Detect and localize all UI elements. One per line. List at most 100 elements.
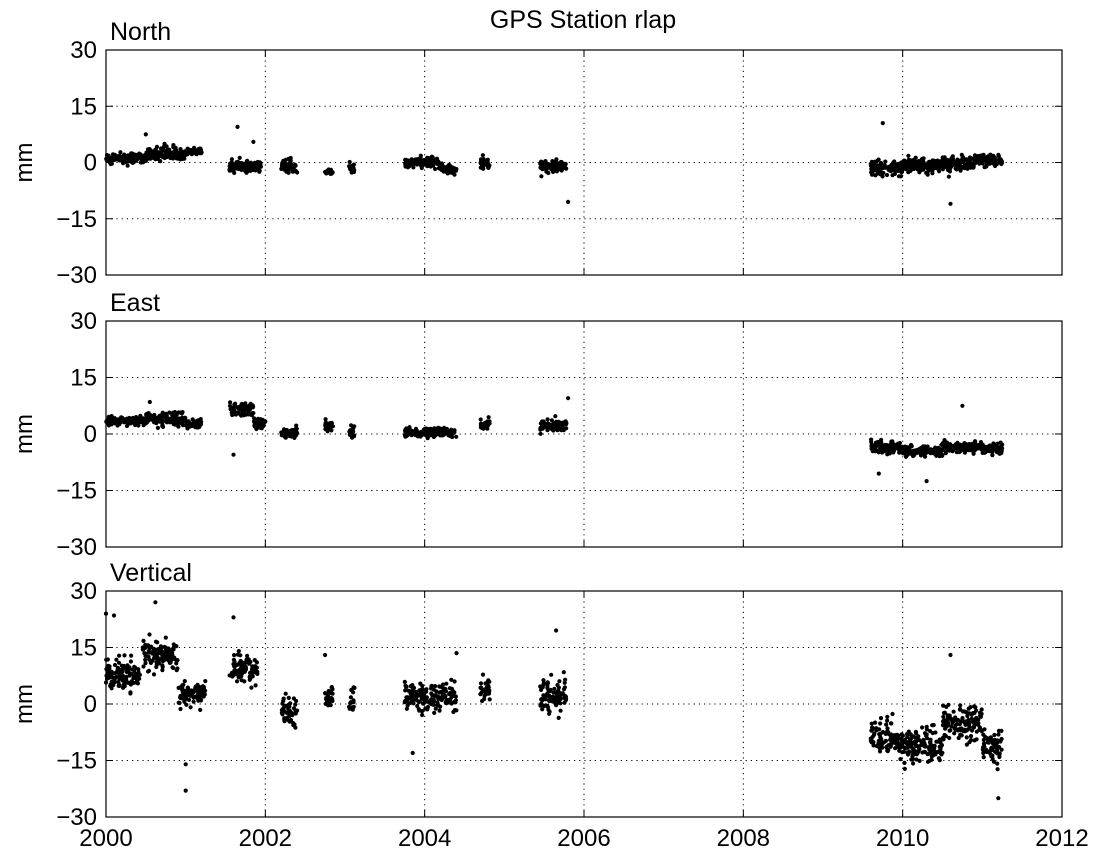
data-point [113, 419, 118, 424]
data-point [147, 632, 152, 637]
data-point [880, 741, 885, 746]
data-point [186, 148, 191, 153]
data-point [108, 158, 113, 164]
y-tick-label: −30 [56, 804, 97, 831]
outlier-point [948, 652, 953, 658]
data-point [233, 162, 238, 167]
data-point [446, 170, 451, 175]
data-point [957, 722, 962, 727]
data-point [287, 708, 292, 713]
data-point [454, 708, 459, 713]
data-point [902, 766, 907, 772]
data-point [900, 447, 905, 452]
data-point [410, 690, 415, 695]
data-point [138, 413, 143, 418]
data-point [293, 168, 298, 174]
data-point [913, 448, 918, 453]
data-point [958, 168, 963, 173]
data-point [898, 757, 903, 762]
data-point [554, 693, 559, 699]
data-point [430, 161, 435, 166]
data-point [541, 704, 547, 709]
data-point [997, 754, 1002, 760]
data-point [155, 425, 160, 430]
data-point [900, 743, 905, 748]
data-point [979, 157, 984, 162]
data-point [996, 728, 1002, 734]
data-point [439, 695, 444, 700]
data-point [918, 160, 923, 166]
data-point [871, 743, 876, 748]
data-point [351, 433, 357, 438]
data-point [941, 723, 946, 728]
data-point [232, 653, 237, 658]
data-point [329, 170, 334, 175]
data-point [229, 670, 235, 675]
data-point [925, 172, 930, 177]
data-point [109, 675, 114, 680]
data-point [564, 166, 569, 171]
data-point [990, 753, 995, 758]
data-point [999, 747, 1004, 752]
data-point [178, 706, 183, 712]
data-point [556, 696, 561, 702]
data-point [114, 657, 119, 662]
data-point [938, 747, 943, 752]
data-point [944, 443, 950, 448]
data-point [404, 698, 409, 704]
data-point [937, 758, 942, 763]
data-point [448, 433, 453, 439]
data-point [117, 653, 122, 658]
data-point [896, 174, 902, 179]
data-point [947, 728, 952, 733]
data-point [433, 684, 438, 689]
data-point [454, 434, 459, 439]
data-point [980, 161, 985, 166]
data-point [942, 438, 947, 443]
data-point [112, 662, 118, 668]
data-point [186, 697, 192, 703]
data-point [108, 419, 114, 424]
data-point [280, 701, 285, 706]
data-point [941, 703, 946, 708]
outlier-point [231, 452, 236, 457]
data-point [971, 724, 976, 730]
data-point [994, 449, 1000, 454]
data-point [180, 150, 185, 155]
data-point [351, 699, 356, 705]
data-point [144, 150, 149, 155]
data-point [884, 722, 889, 727]
data-point [918, 166, 924, 171]
data-point [425, 707, 430, 712]
data-point [991, 153, 996, 158]
data-point [438, 704, 443, 709]
data-point [260, 424, 266, 429]
outlier-point [876, 471, 881, 476]
data-point [229, 157, 234, 162]
data-point [478, 681, 484, 686]
data-point [915, 164, 920, 169]
data-point [964, 735, 969, 740]
data-point [981, 755, 986, 760]
data-point [485, 679, 490, 685]
data-point [911, 752, 916, 757]
data-point [411, 701, 416, 706]
data-point [198, 707, 203, 713]
data-point [152, 654, 157, 659]
data-point [928, 451, 933, 456]
data-point [253, 167, 258, 172]
data-point [541, 162, 546, 167]
data-point [132, 666, 137, 671]
data-point [890, 711, 895, 717]
data-point [951, 709, 956, 714]
data-point [128, 659, 133, 664]
east-panel: 30 15 0 −15 −30 East mm [11, 289, 1063, 561]
data-point [413, 695, 418, 700]
data-point [896, 168, 901, 173]
data-point [293, 163, 298, 168]
data-point [163, 654, 168, 659]
data-point [885, 451, 891, 456]
data-point [937, 454, 942, 459]
data-point [421, 701, 426, 706]
data-point [234, 669, 240, 675]
